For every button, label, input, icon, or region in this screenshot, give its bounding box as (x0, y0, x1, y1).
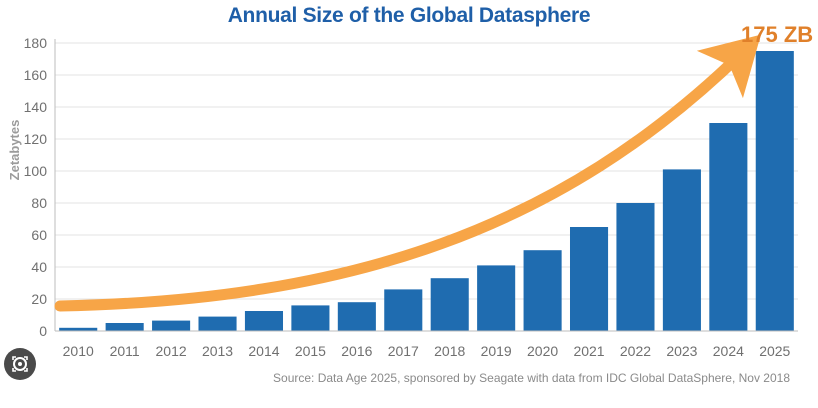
growth-arrow (54, 34, 761, 312)
bar-2015 (291, 305, 330, 331)
x-tick-label: 2017 (388, 343, 419, 359)
x-tick-label: 2013 (202, 343, 233, 359)
y-tick-label: 80 (31, 195, 47, 211)
y-tick-label: 140 (24, 99, 48, 115)
bar-2022 (616, 203, 655, 331)
image-search-lens-icon[interactable] (4, 348, 36, 380)
x-tick-label: 2010 (63, 343, 94, 359)
axes (54, 39, 798, 332)
y-tick-label: 20 (31, 291, 47, 307)
bar-2017 (384, 289, 423, 331)
chart-title: Annual Size of the Global Datasphere (227, 4, 591, 27)
x-tick-label: 2025 (759, 343, 790, 359)
bar-2024 (709, 123, 748, 331)
bar-2012 (152, 320, 191, 331)
y-tick-label: 160 (24, 67, 48, 83)
x-tick-label: 2018 (434, 343, 465, 359)
x-tick-label: 2019 (481, 343, 512, 359)
x-tick-label: 2023 (666, 343, 697, 359)
source-note: Source: Data Age 2025, sponsored by Seag… (273, 371, 790, 385)
x-tick-labels: 2010 2011 2012 2013 2014 2015 2016 2017 2018 2019… (63, 343, 791, 359)
x-tick-label: 2024 (713, 343, 744, 359)
value-annotation: 175 ZB (741, 22, 813, 47)
x-tick-label: 2020 (527, 343, 558, 359)
x-tick-label: 2022 (620, 343, 651, 359)
bar-2023 (662, 169, 701, 331)
y-tick-label: 100 (24, 163, 48, 179)
x-tick-label: 2012 (156, 343, 187, 359)
bars (59, 51, 794, 331)
bar-2018 (430, 278, 469, 331)
bar-2016 (337, 302, 376, 331)
bar-2020 (523, 250, 562, 331)
y-tick-label: 0 (39, 323, 47, 339)
bar-2010 (59, 327, 98, 331)
bar-2019 (477, 265, 516, 331)
bar-2011 (105, 323, 144, 331)
x-tick-label: 2014 (248, 343, 279, 359)
y-tick-label: 120 (24, 131, 48, 147)
y-tick-label: 40 (31, 259, 47, 275)
x-tick-label: 2016 (341, 343, 372, 359)
x-tick-label: 2015 (295, 343, 326, 359)
y-axis-label: Zetabytes (7, 120, 22, 181)
y-tick-labels: 0 20 40 60 80 100 120 140 160 180 (24, 35, 48, 339)
x-tick-label: 2011 (110, 343, 140, 359)
x-tick-label: 2021 (573, 343, 604, 359)
bar-2014 (244, 311, 284, 331)
y-tick-label: 180 (24, 35, 48, 51)
bar-2025 (755, 51, 794, 331)
y-tick-label: 60 (31, 227, 47, 243)
bar-2021 (569, 227, 609, 331)
bar-2013 (198, 316, 237, 331)
